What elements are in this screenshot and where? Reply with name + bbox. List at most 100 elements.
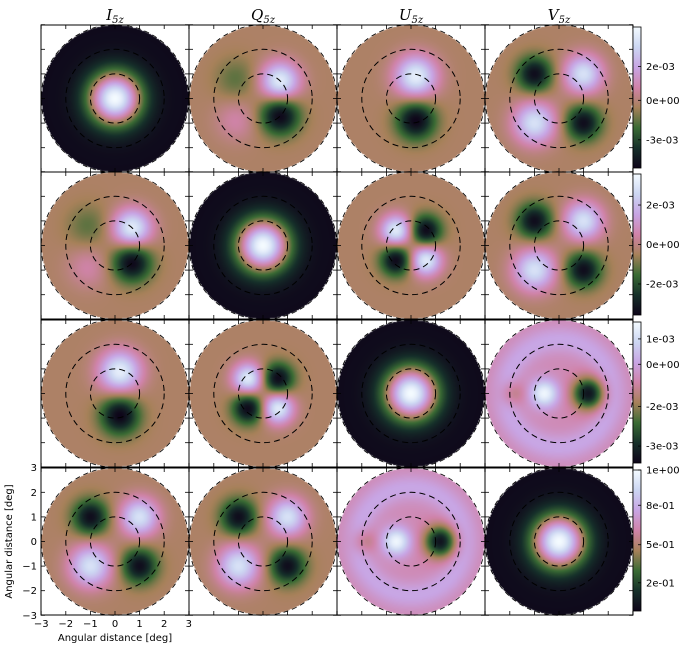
colorbar: 1e+00 8e-01 5e-01 2e-01 bbox=[632, 466, 680, 612]
colorbar-tick-label: 2e-01 bbox=[646, 578, 675, 589]
colorbar-tick-label: -2e-03 bbox=[646, 279, 678, 290]
colorbar-tick-label: 0e+00 bbox=[646, 96, 680, 107]
dashed-contour bbox=[89, 368, 141, 419]
dashed-contour bbox=[509, 195, 609, 296]
dashed-contour bbox=[361, 195, 461, 296]
colorbar-tick-label: 1e-03 bbox=[646, 334, 675, 345]
beam-map bbox=[485, 320, 633, 467]
dashed-contour bbox=[237, 516, 289, 567]
beam-map bbox=[189, 25, 337, 172]
y-tick-label: 0 bbox=[31, 537, 37, 548]
x-tick-label: 1 bbox=[136, 619, 142, 630]
y-tick-label: 2 bbox=[31, 488, 37, 499]
beam-map bbox=[485, 25, 633, 172]
axes: −3 −2 −1 0 1 2 3 3 2 1 0 −1 −2 −3 Angular distance [de… bbox=[4, 463, 192, 644]
dashed-contour bbox=[361, 491, 461, 592]
colorbar: 1e-03 0e+00 -2e-03 -3e-03 bbox=[632, 321, 680, 464]
column-titles: I5z Q5z U5z V5z bbox=[105, 6, 571, 26]
colorbar: 2e-03 0e+00 -3e-03 bbox=[632, 26, 680, 169]
column-title: Q5z bbox=[251, 6, 276, 26]
colorbar-gradient bbox=[632, 26, 642, 169]
beam-map bbox=[41, 320, 189, 467]
dashed-contour bbox=[509, 343, 609, 444]
heatmap-panel bbox=[40, 319, 190, 468]
y-tick-label: 3 bbox=[31, 463, 37, 474]
colorbar-tick-label: -2e-03 bbox=[646, 402, 678, 413]
beam-map bbox=[189, 172, 337, 319]
beam-map bbox=[337, 172, 485, 319]
colorbar-tick-label: 0e+00 bbox=[646, 360, 680, 371]
heatmap-panel bbox=[188, 171, 338, 320]
x-tick-label: −2 bbox=[58, 619, 73, 630]
column-title: I5z bbox=[105, 6, 124, 26]
column-title: V5z bbox=[548, 6, 571, 26]
heatmap-panel bbox=[484, 24, 634, 173]
dashed-contour bbox=[509, 48, 609, 149]
y-tick-label: −1 bbox=[22, 562, 37, 573]
dashed-contour bbox=[385, 516, 437, 567]
colorbar: 2e-03 0e+00 -2e-03 bbox=[632, 173, 680, 316]
dashed-contour bbox=[89, 516, 141, 567]
beam-map bbox=[337, 468, 485, 615]
beam-map bbox=[189, 468, 337, 615]
colorbar-gradient bbox=[632, 469, 642, 612]
dashed-contour bbox=[533, 220, 585, 271]
dashed-contour bbox=[361, 48, 461, 149]
heatmap-panel bbox=[188, 467, 338, 616]
beam-map bbox=[41, 172, 189, 319]
dashed-contour bbox=[213, 491, 313, 592]
heatmap-panel bbox=[484, 319, 634, 468]
colorbar-tick-label: 2e-03 bbox=[646, 201, 675, 212]
beam-map bbox=[337, 25, 485, 172]
dashed-contour bbox=[65, 195, 165, 296]
dashed-contour bbox=[237, 73, 289, 124]
beam-map bbox=[41, 468, 189, 615]
beam-map bbox=[41, 25, 189, 172]
dashed-contour bbox=[89, 73, 141, 124]
x-tick-label: 0 bbox=[112, 619, 118, 630]
dashed-contour bbox=[385, 73, 437, 124]
dashed-contour bbox=[65, 343, 165, 444]
colorbar-tick-label: 2e-03 bbox=[646, 62, 675, 73]
heatmap-panel bbox=[484, 171, 634, 320]
heatmap-panel bbox=[336, 171, 486, 320]
y-axis-label: Angular distance [deg] bbox=[4, 484, 15, 598]
dashed-contour bbox=[237, 220, 289, 271]
y-tick-label: −2 bbox=[22, 586, 37, 597]
heatmap-panel bbox=[40, 467, 190, 616]
heatmap-panel bbox=[188, 24, 338, 173]
colorbar-tick-label: 8e-01 bbox=[646, 501, 675, 512]
dashed-contour bbox=[65, 491, 165, 592]
dashed-contour bbox=[533, 73, 585, 124]
dashed-contour bbox=[213, 195, 313, 296]
column-title: U5z bbox=[399, 6, 424, 26]
colorbar-tick-label: 5e-01 bbox=[646, 540, 675, 551]
dashed-contour bbox=[213, 343, 313, 444]
heatmap-panel bbox=[40, 24, 190, 173]
heatmap-panel bbox=[40, 171, 190, 320]
heatmap-panel bbox=[336, 24, 486, 173]
x-tick-label: 3 bbox=[186, 619, 192, 630]
y-tick-label: −3 bbox=[22, 611, 37, 622]
colorbar-tick-label: 1e+00 bbox=[646, 466, 680, 477]
x-tick-label: −3 bbox=[34, 619, 49, 630]
dashed-contour bbox=[533, 516, 585, 567]
panel-grid bbox=[40, 24, 634, 616]
heatmap-panel bbox=[336, 319, 486, 468]
x-tick-label: −1 bbox=[83, 619, 98, 630]
dashed-contour bbox=[385, 368, 437, 419]
x-axis-label: Angular distance [deg] bbox=[58, 633, 172, 644]
heatmap-panel bbox=[484, 467, 634, 616]
beam-map bbox=[189, 320, 337, 467]
dashed-contour bbox=[361, 343, 461, 444]
colorbar-gradient bbox=[632, 321, 642, 464]
heatmap-panel bbox=[336, 467, 486, 616]
beam-map bbox=[485, 468, 633, 615]
dashed-contour bbox=[533, 368, 585, 419]
dashed-contour bbox=[509, 491, 609, 592]
dashed-contour bbox=[213, 48, 313, 149]
y-tick-label: 1 bbox=[31, 512, 37, 523]
heatmap-panel bbox=[188, 319, 338, 468]
dashed-contour bbox=[237, 368, 289, 419]
